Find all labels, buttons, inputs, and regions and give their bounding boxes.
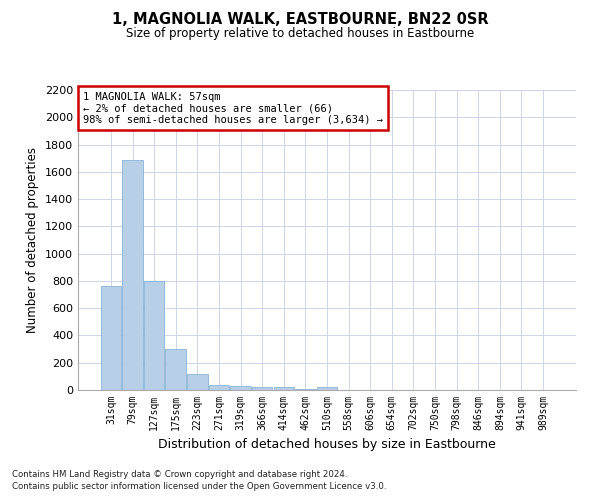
Bar [122, 160, 143, 390]
Bar [230, 386, 251, 390]
Bar [209, 384, 229, 390]
Bar [295, 388, 316, 390]
Text: Contains public sector information licensed under the Open Government Licence v3: Contains public sector information licen… [12, 482, 386, 491]
X-axis label: Distribution of detached houses by size in Eastbourne: Distribution of detached houses by size … [158, 438, 496, 452]
Bar [187, 374, 208, 390]
Bar [274, 388, 294, 390]
Text: 1, MAGNOLIA WALK, EASTBOURNE, BN22 0SR: 1, MAGNOLIA WALK, EASTBOURNE, BN22 0SR [112, 12, 488, 28]
Text: Size of property relative to detached houses in Eastbourne: Size of property relative to detached ho… [126, 28, 474, 40]
Bar [166, 349, 186, 390]
Text: 1 MAGNOLIA WALK: 57sqm
← 2% of detached houses are smaller (66)
98% of semi-deta: 1 MAGNOLIA WALK: 57sqm ← 2% of detached … [83, 92, 383, 124]
Bar [144, 281, 164, 390]
Bar [252, 386, 272, 390]
Bar [101, 286, 121, 390]
Bar [317, 386, 337, 390]
Y-axis label: Number of detached properties: Number of detached properties [26, 147, 40, 333]
Text: Contains HM Land Registry data © Crown copyright and database right 2024.: Contains HM Land Registry data © Crown c… [12, 470, 347, 479]
